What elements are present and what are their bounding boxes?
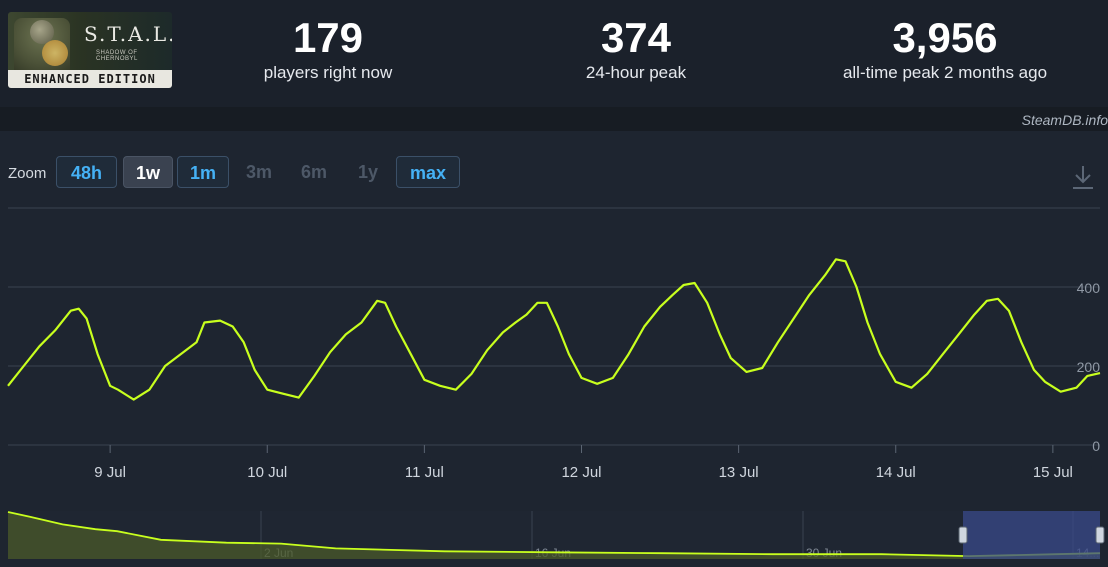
zoom-1w-button[interactable]: 1w [123, 156, 173, 188]
stat-label: all-time peak 2 months ago [842, 63, 1048, 82]
x-tick-label: 11 Jul [405, 464, 444, 481]
navigator-chart[interactable]: 2 Jun16 Jun30 Jun14... [0, 509, 1108, 567]
stat-label: 24-hour peak [585, 63, 687, 82]
zoom-1m-button[interactable]: 1m [177, 156, 229, 188]
x-tick-label: 15 Jul [1033, 464, 1073, 481]
game-logo[interactable]: S.T.A.L.K.E.R. SHADOW OF CHERNOBYL ENHAN… [8, 12, 172, 88]
y-tick-label: 0 [1092, 438, 1100, 454]
zoom-max-button[interactable]: max [396, 156, 460, 188]
zoom-1y-button: 1y [357, 162, 379, 182]
download-icon[interactable] [1070, 163, 1096, 191]
x-tick-label: 10 Jul [247, 464, 287, 481]
divider-strip [0, 107, 1108, 131]
zoom-label: Zoom [8, 165, 47, 182]
zoom-6m-button: 6m [300, 162, 327, 182]
logo-edition: ENHANCED EDITION [8, 70, 172, 88]
header [0, 0, 1108, 107]
navigator-left-handle[interactable] [958, 526, 968, 544]
stat-24h-peak: 374 24-hour peak [536, 14, 736, 84]
stat-label: players right now [263, 63, 393, 82]
player-count-chart[interactable]: 0 200 400 9 Jul 10 Jul 11 Jul 12 Jul 13 Jul 14 J… [0, 200, 1108, 500]
y-tick-label: 400 [1077, 280, 1101, 296]
sun-icon [42, 40, 68, 66]
series-line [7, 258, 1101, 401]
navigator-area [8, 512, 1100, 559]
x-tick-label: 9 Jul [94, 464, 126, 481]
x-tick-label: 12 Jul [561, 464, 601, 481]
stat-current-players: 179 players right now [228, 14, 428, 84]
stat-value: 179 [292, 14, 364, 61]
x-tick-label: 14 Jul [876, 464, 916, 481]
navigator-selection [963, 511, 1100, 559]
navigator-right-handle[interactable] [1095, 526, 1105, 544]
x-tick-label: 13 Jul [719, 464, 759, 481]
logo-subtitle: SHADOW OF CHERNOBYL [96, 50, 138, 62]
zoom-48h-button[interactable]: 48h [56, 156, 117, 188]
stat-value: 3,956 [892, 14, 998, 61]
steamdb-credit[interactable]: SteamDB.info [1021, 112, 1108, 128]
y-tick-label: 200 [1077, 359, 1101, 375]
stat-value: 374 [600, 14, 672, 61]
logo-title: S.T.A.L.K.E.R. [84, 22, 172, 46]
zoom-3m-button: 3m [245, 162, 272, 182]
stat-all-time-peak: 3,956 all-time peak 2 months ago [800, 14, 1090, 84]
